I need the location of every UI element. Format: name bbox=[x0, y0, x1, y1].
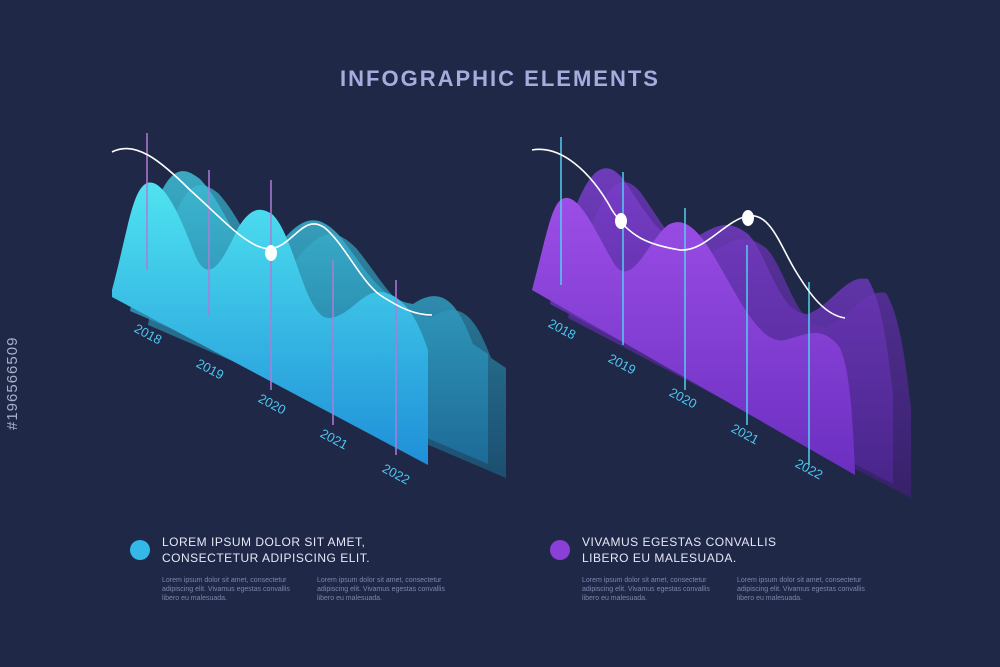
purple-dot-icon bbox=[550, 540, 570, 560]
legend-heading: VIVAMUS EGESTAS CONVALLIS LIBERO EU MALE… bbox=[582, 534, 842, 566]
page-title: INFOGRAPHIC ELEMENTS bbox=[340, 66, 660, 91]
legend-heading-line2: LIBERO EU MALESUADA. bbox=[582, 551, 737, 565]
legend-heading-line1: LOREM IPSUM DOLOR SIT AMET, bbox=[162, 535, 366, 549]
trend-point bbox=[615, 213, 627, 229]
trend-point bbox=[742, 210, 754, 226]
legend-text-col2: Lorem ipsum dolor sit amet, consectetur … bbox=[317, 577, 445, 602]
legend-heading: LOREM IPSUM DOLOR SIT AMET, CONSECTETUR … bbox=[162, 534, 422, 566]
cyan-dot-icon bbox=[130, 540, 150, 560]
trend-line bbox=[531, 148, 846, 319]
legend-heading-line2: CONSECTETUR ADIPISCING ELIT. bbox=[162, 551, 371, 565]
year-tick-label: 2019 bbox=[606, 351, 639, 378]
trend-line bbox=[111, 147, 433, 316]
year-tick-label: 2020 bbox=[256, 391, 289, 418]
year-tick-label: 2021 bbox=[729, 421, 762, 448]
legend-heading-line1: VIVAMUS EGESTAS CONVALLIS bbox=[582, 535, 777, 549]
legend-text-col2: Lorem ipsum dolor sit amet, consectetur … bbox=[737, 577, 865, 602]
year-tick-label: 2020 bbox=[667, 385, 700, 412]
year-tick-label: 2022 bbox=[793, 456, 826, 483]
stock-id-watermark: #196566509 bbox=[4, 336, 21, 430]
legend-text-col1: Lorem ipsum dolor sit amet, consectetur … bbox=[582, 577, 710, 602]
series-layer bbox=[112, 182, 428, 465]
year-tick-label: 2022 bbox=[380, 461, 413, 488]
year-tick-label: 2021 bbox=[318, 426, 351, 453]
series-layer bbox=[532, 197, 855, 476]
year-tick-label: 2019 bbox=[194, 356, 227, 383]
trend-point bbox=[265, 245, 277, 261]
legend-text-col1: Lorem ipsum dolor sit amet, consectetur … bbox=[162, 577, 290, 602]
